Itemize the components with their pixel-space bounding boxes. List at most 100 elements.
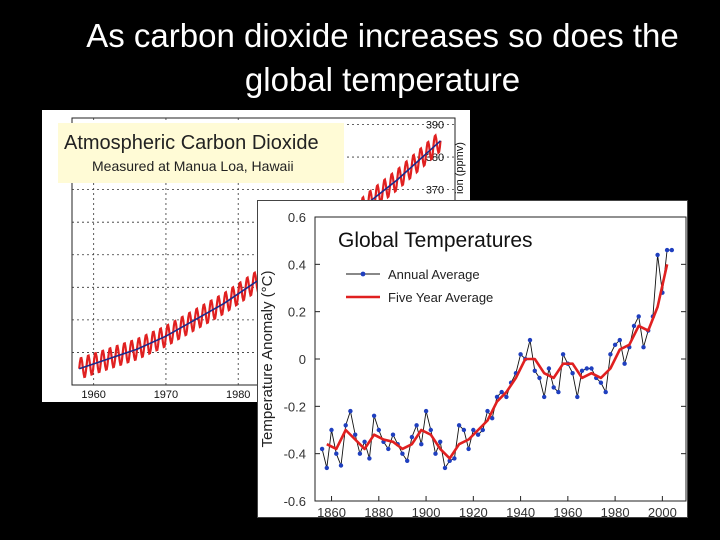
legend-annual-marker (360, 271, 366, 277)
temp-y-tick-label: 0.4 (288, 257, 306, 272)
temp-annual-point (617, 337, 622, 343)
temp-annual-point (641, 345, 646, 350)
temp-annual-point (338, 463, 344, 468)
temp-annual-point (655, 252, 660, 258)
temp-x-tick-label: 1900 (412, 505, 441, 519)
temp-annual-point (603, 389, 608, 395)
temp-annual-point (608, 352, 613, 357)
temp-plot-frame (314, 216, 687, 502)
temp-five-year-line (326, 264, 669, 460)
temp-annual-point (343, 423, 348, 428)
co2-y-tick-label: 370 (426, 185, 444, 197)
co2-x-tick-label: 1980 (226, 389, 250, 401)
temp-annual-point (598, 380, 604, 385)
temp-y-tick-label: 0 (299, 352, 306, 367)
temp-y-tick-label: -0.6 (284, 494, 306, 509)
legend-annual-label: Annual Average (388, 267, 480, 282)
temp-annual-point (353, 432, 358, 437)
temperature-chart: -0.6 -0.4 -0.2 0 0.2 0.4 0.6 1860 1880 1900 1920 19… (259, 210, 687, 519)
temp-annual-point (504, 394, 509, 400)
temp-annual-point (367, 456, 372, 461)
slide-title: As carbon dioxide increases so does the … (0, 14, 720, 102)
temp-y-tick-label: -0.2 (284, 399, 306, 414)
temp-y-axis-label: Temperature Anomaly (°C) (259, 271, 276, 448)
temp-annual-point (419, 442, 424, 447)
temp-annual-point (409, 434, 415, 440)
temp-annual-point (371, 413, 377, 418)
temp-annual-point (631, 323, 637, 329)
temp-x-tick-label: 1920 (459, 505, 488, 519)
temp-annual-point (669, 247, 674, 253)
temp-y-tick-label: 0.2 (288, 305, 306, 320)
temp-x-tick-label: 1960 (553, 505, 582, 519)
temp-annual-point (319, 446, 325, 452)
temp-annual-point (357, 451, 363, 456)
temp-annual-point (414, 423, 419, 428)
slide-title-line-1: As carbon dioxide increases so does the (86, 17, 679, 54)
temp-annual-point (428, 427, 433, 433)
temp-annual-point (494, 394, 500, 400)
legend-five-year-label: Five Year Average (388, 290, 493, 305)
co2-x-tick-label: 1960 (81, 389, 105, 401)
temp-annual-point (452, 456, 457, 461)
temp-annual-point (400, 451, 405, 456)
co2-x-tick-label: 1970 (154, 389, 178, 401)
temp-annual-point (518, 352, 523, 357)
temp-annual-point (324, 465, 329, 471)
temp-annual-point (589, 366, 594, 371)
temp-annual-point (537, 375, 542, 381)
temp-annual-point (423, 408, 429, 414)
co2-y-tick-label: 390 (426, 120, 444, 132)
temp-annual-point (584, 366, 589, 371)
temp-annual-point (376, 427, 381, 433)
temp-chart-title: Global Temperatures (338, 229, 533, 252)
temp-annual-point (442, 465, 448, 471)
temp-annual-point (390, 432, 396, 437)
temp-annual-point (461, 427, 467, 433)
temp-annual-point (551, 385, 556, 390)
co2-y-axis-label: ion (ppmv) (454, 142, 466, 194)
temp-annual-point (490, 416, 495, 421)
temp-annual-point (579, 368, 585, 373)
temp-annual-point (362, 439, 367, 444)
temp-annual-point (334, 451, 339, 456)
temp-annual-point (499, 389, 504, 395)
co2-y-tick-label: 380 (426, 152, 444, 164)
temp-annual-point (560, 352, 566, 357)
temp-annual-point (475, 432, 481, 437)
temp-annual-point (546, 366, 552, 371)
temp-annual-point (575, 394, 580, 400)
temp-annual-point (433, 451, 438, 456)
slide-title-line-2: global temperature (244, 61, 521, 98)
temp-x-tick-label: 1980 (601, 505, 630, 519)
temp-x-tick-label: 2000 (648, 505, 677, 519)
temp-annual-point (622, 361, 627, 366)
temp-annual-point (480, 427, 485, 433)
temp-annual-point (664, 247, 670, 253)
temp-annual-point (471, 427, 476, 433)
temp-annual-point (570, 371, 575, 376)
temp-annual-point (636, 314, 641, 319)
temp-x-tick-label: 1860 (317, 505, 346, 519)
temperature-chart-panel: -0.6 -0.4 -0.2 0 0.2 0.4 0.6 1860 1880 1900 1920 19… (257, 200, 688, 519)
co2-title-box (58, 123, 344, 183)
temp-annual-point (329, 427, 334, 433)
temp-annual-point (447, 458, 452, 463)
temp-annual-point (386, 446, 391, 452)
temp-annual-point (612, 342, 618, 347)
temp-annual-point (466, 446, 471, 452)
temp-x-tick-label: 1940 (506, 505, 535, 519)
temp-annual-point (532, 368, 537, 373)
temp-y-tick-label: -0.4 (284, 447, 306, 462)
co2-chart-subtitle: Measured at Manua Loa, Hawaii (92, 158, 294, 174)
temp-annual-point (456, 423, 462, 428)
temp-annual-point (542, 394, 547, 400)
temp-y-tick-label: 0.6 (288, 210, 306, 225)
temp-annual-point (348, 408, 353, 414)
co2-chart-title: Atmospheric Carbon Dioxide (64, 132, 319, 154)
temp-annual-point (527, 337, 533, 343)
temp-annual-point (556, 389, 561, 395)
temp-annual-point (438, 439, 443, 444)
temp-x-tick-label: 1880 (364, 505, 393, 519)
temp-annual-point (405, 458, 410, 463)
